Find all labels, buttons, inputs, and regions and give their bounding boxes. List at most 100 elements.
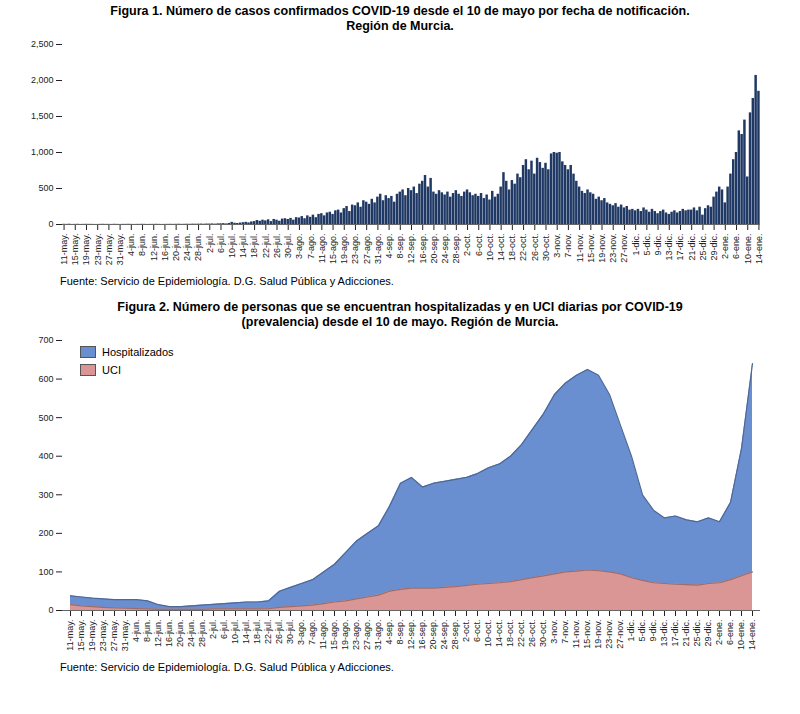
svg-text:500: 500 xyxy=(38,413,53,423)
svg-text:15-nov.: 15-nov. xyxy=(586,234,596,263)
svg-text:30-jul.: 30-jul. xyxy=(285,620,295,645)
svg-text:14-jul.: 14-jul. xyxy=(241,620,251,645)
svg-text:8-jun.: 8-jun. xyxy=(142,620,152,643)
svg-text:5-dic.: 5-dic. xyxy=(637,620,647,642)
svg-text:3-ago.: 3-ago. xyxy=(294,234,304,260)
svg-text:2,500: 2,500 xyxy=(31,39,54,49)
svg-text:18-jul.: 18-jul. xyxy=(249,234,259,259)
svg-text:18-oct.: 18-oct. xyxy=(507,234,517,262)
svg-text:6-ene.: 6-ene. xyxy=(731,234,741,260)
svg-text:28-sep.: 28-sep. xyxy=(450,620,460,650)
svg-text:2-ene.: 2-ene. xyxy=(714,620,724,646)
svg-text:9-dic.: 9-dic. xyxy=(653,234,663,256)
svg-text:4-sep.: 4-sep. xyxy=(384,234,394,259)
svg-text:20-jun.: 20-jun. xyxy=(171,234,181,262)
svg-text:11-nov.: 11-nov. xyxy=(574,234,584,263)
svg-text:31-may.: 31-may. xyxy=(115,234,125,266)
svg-text:16-sep.: 16-sep. xyxy=(417,620,427,650)
svg-text:9-dic.: 9-dic. xyxy=(648,620,658,642)
svg-text:22-oct.: 22-oct. xyxy=(518,234,528,262)
svg-text:6-jul.: 6-jul. xyxy=(216,234,226,254)
svg-text:29-dic.: 29-dic. xyxy=(703,620,713,647)
svg-text:10-oct.: 10-oct. xyxy=(485,234,495,262)
svg-text:17-dic.: 17-dic. xyxy=(670,620,680,647)
svg-text:24-jun.: 24-jun. xyxy=(186,620,196,648)
svg-text:27-ago.: 27-ago. xyxy=(362,234,372,265)
svg-text:4-jun.: 4-jun. xyxy=(126,234,136,257)
svg-text:30-jul.: 30-jul. xyxy=(283,234,293,259)
svg-text:2-ene.: 2-ene. xyxy=(720,234,730,260)
svg-text:10-ene.: 10-ene. xyxy=(743,234,753,265)
svg-text:2-jul.: 2-jul. xyxy=(208,620,218,640)
svg-text:22-oct.: 22-oct. xyxy=(516,620,526,648)
svg-text:3-nov.: 3-nov. xyxy=(552,234,562,258)
svg-text:25-dic.: 25-dic. xyxy=(698,234,708,261)
svg-text:20-jun.: 20-jun. xyxy=(175,620,185,648)
svg-text:23-nov.: 23-nov. xyxy=(608,234,618,263)
svg-text:10-jul.: 10-jul. xyxy=(230,620,240,645)
svg-text:600: 600 xyxy=(38,374,53,384)
svg-text:27-may.: 27-may. xyxy=(104,234,114,266)
svg-text:14-jul.: 14-jul. xyxy=(238,234,248,259)
svg-text:18-oct.: 18-oct. xyxy=(505,620,515,648)
svg-text:6-oct.: 6-oct. xyxy=(472,620,482,643)
svg-text:400: 400 xyxy=(38,451,53,461)
svg-text:0: 0 xyxy=(48,605,53,615)
svg-text:1,000: 1,000 xyxy=(31,147,54,157)
svg-text:10-jul.: 10-jul. xyxy=(227,234,237,259)
svg-text:21-dic.: 21-dic. xyxy=(687,234,697,261)
svg-text:14-ene.: 14-ene. xyxy=(754,234,764,265)
svg-text:27-may.: 27-may. xyxy=(109,620,119,652)
svg-text:11-may.: 11-may. xyxy=(59,234,69,265)
svg-text:3-nov.: 3-nov. xyxy=(549,620,559,644)
svg-text:13-dic.: 13-dic. xyxy=(659,620,669,647)
svg-text:15-may.: 15-may. xyxy=(76,620,86,652)
svg-text:19-nov.: 19-nov. xyxy=(597,234,607,263)
svg-text:14-oct.: 14-oct. xyxy=(494,620,504,648)
svg-text:1,500: 1,500 xyxy=(31,111,54,121)
svg-text:7-ago.: 7-ago. xyxy=(306,234,316,260)
svg-text:200: 200 xyxy=(38,528,53,538)
svg-text:31-may.: 31-may. xyxy=(120,620,130,652)
svg-text:16-jun.: 16-jun. xyxy=(160,234,170,262)
svg-text:12-jun.: 12-jun. xyxy=(153,620,163,648)
svg-text:23-may.: 23-may. xyxy=(98,620,108,652)
svg-text:11-may.: 11-may. xyxy=(65,620,75,651)
svg-text:22-jul.: 22-jul. xyxy=(263,620,273,645)
svg-text:31-ago.: 31-ago. xyxy=(373,234,383,265)
svg-text:6-oct.: 6-oct. xyxy=(474,234,484,257)
svg-text:12-jun.: 12-jun. xyxy=(149,234,159,262)
svg-text:0: 0 xyxy=(48,219,53,229)
svg-text:11-ago.: 11-ago. xyxy=(318,620,328,650)
svg-text:27-nov.: 27-nov. xyxy=(615,620,625,649)
svg-text:300: 300 xyxy=(38,490,53,500)
svg-text:19-may.: 19-may. xyxy=(81,234,91,266)
svg-text:19-may.: 19-may. xyxy=(87,620,97,652)
svg-text:2-oct.: 2-oct. xyxy=(462,234,472,257)
svg-text:11-nov.: 11-nov. xyxy=(571,620,581,649)
svg-text:28-jun.: 28-jun. xyxy=(197,620,207,648)
svg-text:7-ago.: 7-ago. xyxy=(307,620,317,646)
svg-text:28-jun.: 28-jun. xyxy=(193,234,203,262)
svg-text:18-jul.: 18-jul. xyxy=(252,620,262,645)
svg-text:19-nov.: 19-nov. xyxy=(593,620,603,649)
svg-text:6-jul.: 6-jul. xyxy=(219,620,229,640)
svg-text:27-ago.: 27-ago. xyxy=(362,620,372,651)
svg-text:15-ago.: 15-ago. xyxy=(329,620,339,651)
svg-text:26-jul.: 26-jul. xyxy=(272,234,282,259)
svg-text:7-nov.: 7-nov. xyxy=(560,620,570,644)
svg-text:19-ago.: 19-ago. xyxy=(340,620,350,651)
svg-text:5-dic.: 5-dic. xyxy=(642,234,652,256)
svg-text:100: 100 xyxy=(38,567,53,577)
svg-text:24-sep.: 24-sep. xyxy=(439,620,449,650)
svg-text:21-dic.: 21-dic. xyxy=(681,620,691,647)
svg-text:10-ene.: 10-ene. xyxy=(736,620,746,651)
svg-text:17-dic.: 17-dic. xyxy=(675,234,685,261)
svg-text:1-dic.: 1-dic. xyxy=(631,234,641,256)
svg-text:15-nov.: 15-nov. xyxy=(582,620,592,649)
svg-text:25-dic.: 25-dic. xyxy=(692,620,702,647)
svg-text:28-sep.: 28-sep. xyxy=(451,234,461,264)
svg-text:2-jul.: 2-jul. xyxy=(205,234,215,254)
svg-text:30-oct.: 30-oct. xyxy=(538,620,548,648)
svg-text:14-oct.: 14-oct. xyxy=(496,234,506,262)
